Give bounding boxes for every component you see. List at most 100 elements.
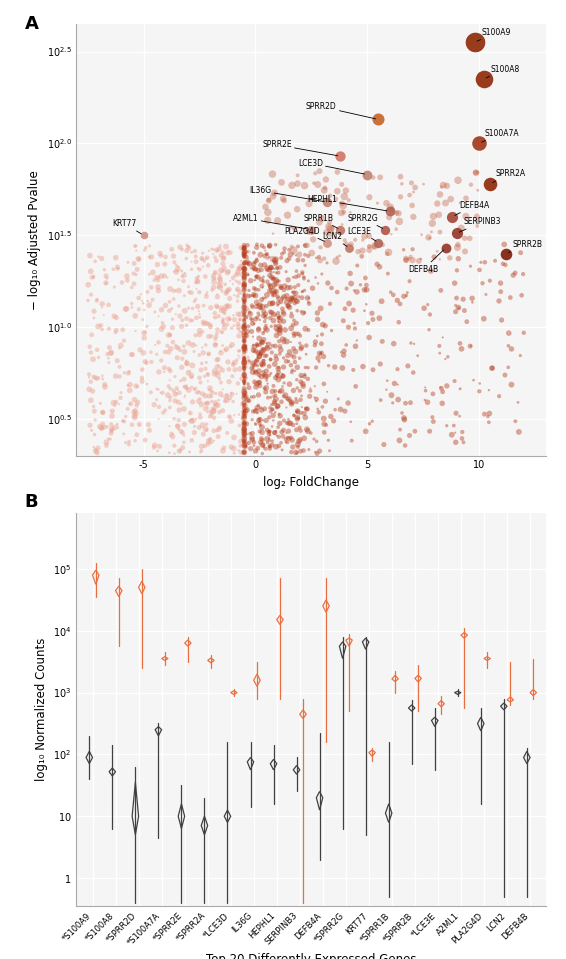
Point <box>259 272 268 288</box>
Point <box>216 274 225 290</box>
Point <box>130 409 139 425</box>
Point <box>264 427 273 442</box>
Point <box>340 233 349 248</box>
Point <box>451 434 460 450</box>
Point <box>239 286 248 301</box>
Point <box>320 251 329 267</box>
Point <box>239 374 248 389</box>
Point <box>239 297 248 313</box>
Point <box>239 278 248 293</box>
Point <box>263 213 272 228</box>
Point <box>263 376 272 391</box>
Point <box>402 288 411 303</box>
Point <box>218 443 228 458</box>
Point <box>154 283 163 298</box>
Point <box>176 443 185 458</box>
Point <box>327 280 336 295</box>
Point <box>201 269 210 284</box>
Point <box>238 404 247 419</box>
Point <box>286 280 295 295</box>
Point <box>241 370 250 386</box>
X-axis label: log₂ FoldChange: log₂ FoldChange <box>263 476 359 489</box>
Point <box>441 241 450 256</box>
Point <box>239 404 248 419</box>
Point <box>184 365 193 381</box>
Point <box>315 215 324 230</box>
Point <box>259 291 268 306</box>
Point <box>295 328 305 343</box>
Point <box>358 232 367 247</box>
Point <box>310 379 319 394</box>
Point <box>239 238 248 253</box>
Point <box>264 277 273 292</box>
Point <box>375 311 384 326</box>
Point <box>283 434 292 450</box>
Point <box>140 325 149 340</box>
Point <box>234 307 243 322</box>
Point <box>245 380 254 395</box>
Point <box>213 367 222 383</box>
Point <box>481 254 490 269</box>
Point <box>365 330 374 345</box>
Point <box>264 193 273 208</box>
Point <box>243 392 252 408</box>
Point <box>337 196 346 211</box>
Point <box>322 224 331 240</box>
Point <box>258 446 267 461</box>
Point <box>298 252 307 268</box>
Point <box>273 260 282 275</box>
Point <box>429 414 438 430</box>
Point <box>318 399 327 414</box>
Point <box>238 267 247 282</box>
Point <box>298 284 307 299</box>
Point <box>298 284 307 299</box>
Point <box>239 305 248 320</box>
Point <box>152 392 161 408</box>
Point <box>275 346 284 362</box>
Point <box>230 355 239 370</box>
Point <box>185 363 194 379</box>
Point <box>270 185 279 200</box>
Point <box>265 283 275 298</box>
Point <box>287 348 296 363</box>
Point <box>187 413 196 429</box>
Point <box>239 347 248 363</box>
Point <box>271 425 280 440</box>
Point <box>263 434 272 450</box>
Point <box>229 318 238 334</box>
Point <box>239 414 248 430</box>
Point <box>226 409 235 424</box>
Point <box>304 248 313 264</box>
Point <box>329 413 338 429</box>
Point <box>325 188 335 203</box>
Point <box>303 291 312 306</box>
Point <box>265 367 274 383</box>
Point <box>363 167 372 182</box>
Point <box>302 338 311 353</box>
Point <box>421 380 430 395</box>
Point <box>239 368 248 384</box>
Point <box>102 270 112 286</box>
Point <box>310 389 319 405</box>
Point <box>263 288 272 303</box>
Point <box>403 285 412 300</box>
Y-axis label: − log₁₀ Adjusted Pvalue: − log₁₀ Adjusted Pvalue <box>28 170 41 310</box>
Point <box>401 251 410 267</box>
Point <box>97 405 106 420</box>
Point <box>143 318 152 334</box>
Point <box>191 328 200 343</box>
Point <box>268 226 277 242</box>
Point <box>225 312 234 327</box>
Point <box>179 339 188 354</box>
Point <box>249 260 258 275</box>
Point <box>195 407 204 422</box>
Point <box>239 320 248 336</box>
Point <box>182 357 191 372</box>
Point <box>130 408 139 423</box>
Point <box>229 356 238 371</box>
Point <box>259 326 268 341</box>
Point <box>266 389 275 405</box>
Point <box>410 337 419 352</box>
Point <box>210 366 219 382</box>
Point <box>509 268 518 283</box>
